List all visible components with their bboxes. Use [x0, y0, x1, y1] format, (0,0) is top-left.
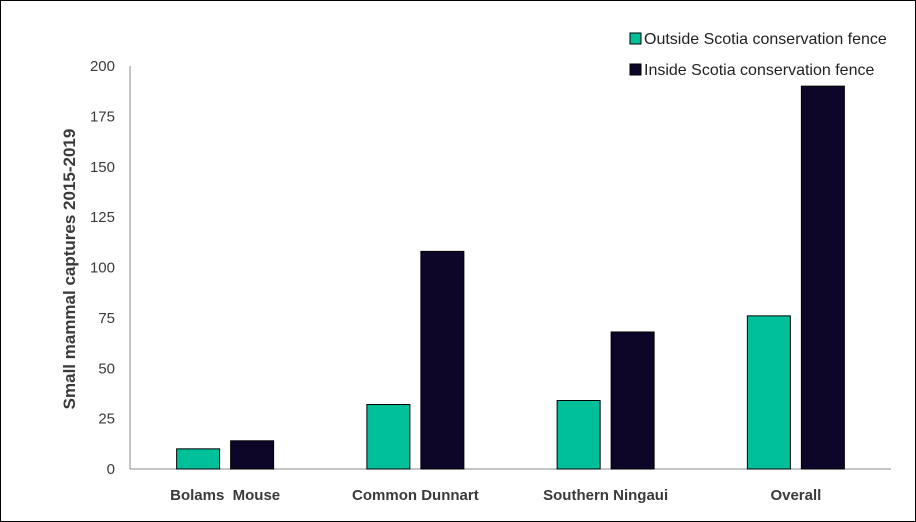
bar-inside	[610, 331, 655, 470]
category-labels: Bolams Mouse Common Dunnart Southern Ninga…	[170, 487, 821, 504]
y-tick-label: 100	[90, 260, 115, 277]
bar-outside	[746, 315, 791, 470]
bar-outside	[556, 399, 601, 470]
legend-label-inside: Inside Scotia conservation fence	[644, 62, 874, 79]
legend-swatch-inside	[629, 63, 642, 76]
x-category-label: Bolams Mouse	[170, 487, 280, 504]
y-tick-label: 125	[90, 209, 115, 226]
bar-inside	[230, 440, 275, 470]
y-tick-label: 50	[98, 360, 115, 377]
y-tick-labels: 0 25 50 75 100 125 150 175 200	[90, 58, 115, 478]
y-tick-label: 200	[90, 58, 115, 75]
y-tick-label: 25	[98, 411, 115, 428]
y-tick-label: 150	[90, 159, 115, 176]
bar-outside	[176, 448, 221, 470]
bar-outside	[366, 404, 411, 470]
bar-inside	[800, 85, 845, 470]
legend-label-outside: Outside Scotia conservation fence	[644, 31, 887, 48]
y-tick-label: 0	[107, 461, 115, 478]
bar-inside	[420, 250, 465, 470]
bars	[176, 85, 845, 470]
y-tick-label: 175	[90, 108, 115, 125]
legend: Outside Scotia conservation fence Inside…	[629, 31, 887, 79]
y-tick-label: 75	[98, 310, 115, 327]
x-category-label: Overall	[770, 487, 821, 504]
y-axis-title: Small mammal captures 2015-2019	[60, 129, 79, 410]
x-category-label: Common Dunnart	[352, 487, 479, 504]
x-category-label: Southern Ningaui	[543, 487, 668, 504]
legend-swatch-outside	[629, 32, 642, 45]
